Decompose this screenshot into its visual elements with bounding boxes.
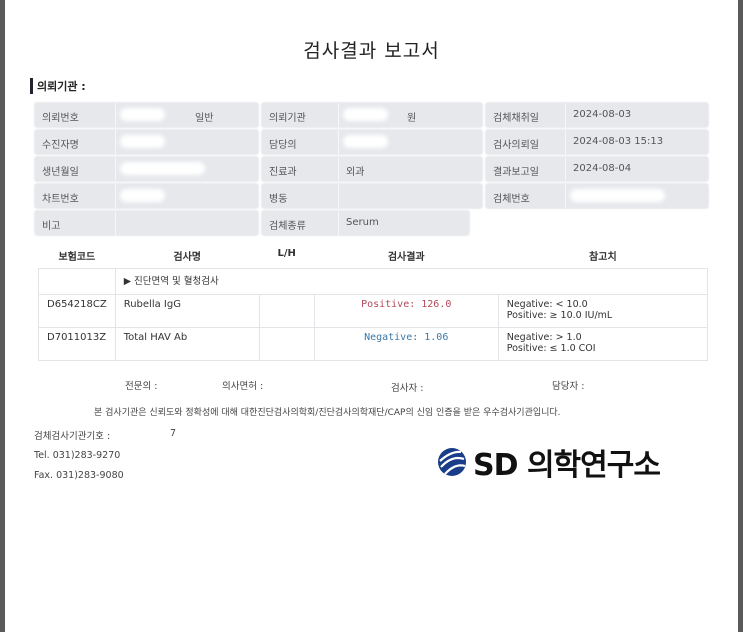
field-label: 결과보고일 bbox=[493, 167, 539, 178]
field-label: 검체종류 bbox=[269, 221, 306, 232]
col-code: 보험코드 bbox=[38, 244, 116, 269]
divider bbox=[338, 103, 339, 127]
logo-text: SD 의학연구소 bbox=[473, 448, 661, 483]
field-c3-0: 검체채취일 2024-08-03 bbox=[486, 103, 708, 127]
code: D654218CZ bbox=[38, 294, 116, 328]
result: Positive: 126.0 bbox=[313, 294, 499, 328]
redacted-value bbox=[343, 108, 388, 121]
field-label: 검체채취일 bbox=[493, 113, 539, 124]
field-c3-3: 검체번호 bbox=[486, 184, 708, 208]
redacted-value bbox=[343, 135, 388, 148]
field-label: 생년월일 bbox=[42, 167, 79, 178]
field-label: 의뢰번호 bbox=[42, 113, 79, 124]
field-c2-4: 검체종류 Serum bbox=[262, 211, 469, 235]
field-value: 2024-08-03 bbox=[573, 109, 632, 120]
results-table: 보험코드 검사명 L/H 검사결과 참고치 ▶ 진단면역 및 혈청검사 D654… bbox=[38, 244, 709, 361]
agency-code-value: 7 bbox=[170, 428, 177, 439]
field-extra: 원 bbox=[407, 113, 417, 124]
field-c3-2: 결과보고일 2024-08-04 bbox=[486, 157, 708, 181]
redacted-value bbox=[120, 108, 165, 121]
field-extra: 일반 bbox=[195, 113, 214, 124]
specialist-label: 전문의 : bbox=[125, 381, 158, 392]
field-c2-1: 담당의 bbox=[262, 130, 482, 154]
tel: Tel. 031)283-9270 bbox=[34, 450, 121, 461]
field-c2-3: 병동 bbox=[262, 184, 482, 208]
ref-negative: Negative: < 10.0 bbox=[506, 299, 588, 310]
divider bbox=[115, 157, 116, 181]
field-label: 의뢰기관 bbox=[269, 113, 306, 124]
divider bbox=[115, 211, 116, 235]
divider bbox=[338, 157, 339, 181]
field-label: 검체번호 bbox=[493, 194, 530, 205]
field-c1-3: 차트번호 bbox=[35, 184, 258, 208]
field-label: 차트번호 bbox=[42, 194, 79, 205]
redacted-value bbox=[120, 189, 165, 202]
tester-label: 검사자 : bbox=[391, 383, 424, 394]
divider bbox=[115, 103, 116, 127]
field-c2-2: 진료과 외과 bbox=[262, 157, 482, 181]
field-label: 담당의 bbox=[269, 140, 297, 151]
field-c2-0: 의뢰기관 원 bbox=[262, 103, 482, 127]
redacted-value bbox=[570, 189, 665, 202]
divider bbox=[565, 157, 566, 181]
redacted-value bbox=[120, 135, 165, 148]
field-value: 2024-08-03 15:13 bbox=[573, 136, 664, 147]
redacted-value bbox=[120, 162, 205, 175]
field-c1-0: 의뢰번호 일반 bbox=[35, 103, 258, 127]
table-header: 보험코드 검사명 L/H 검사결과 참고치 bbox=[38, 244, 708, 269]
field-c1-1: 수진자명 bbox=[35, 130, 258, 154]
divider bbox=[115, 184, 116, 208]
col-ref: 참고치 bbox=[498, 244, 708, 269]
ref-positive: Positive: ≥ 10.0 IU/mL bbox=[506, 310, 613, 321]
divider bbox=[565, 103, 566, 127]
field-c3-1: 검사의뢰일 2024-08-03 15:13 bbox=[486, 130, 708, 154]
fax: Fax. 031)283-9080 bbox=[34, 470, 124, 481]
report-title: 검사결과 보고서 bbox=[303, 40, 440, 62]
divider bbox=[338, 211, 339, 235]
field-label: 병동 bbox=[269, 194, 288, 205]
divider bbox=[115, 130, 116, 154]
ref-positive: Positive: ≤ 1.0 COI bbox=[506, 343, 596, 354]
test-name: Rubella IgG bbox=[114, 294, 260, 328]
category-row: ▶ 진단면역 및 혈청검사 bbox=[38, 268, 709, 295]
certification-text: 본 검사기관은 신뢰도와 정확성에 대해 대한진단검사의학회/진단검사의학재단/… bbox=[94, 408, 561, 418]
lh bbox=[258, 294, 315, 328]
result: Negative: 1.06 bbox=[313, 327, 499, 361]
sd-logo: SD 의학연구소 bbox=[437, 440, 661, 484]
divider bbox=[565, 184, 566, 208]
col-result: 검사결과 bbox=[314, 244, 499, 269]
field-c1-2: 생년월일 bbox=[35, 157, 258, 181]
field-label: 검사의뢰일 bbox=[493, 140, 539, 151]
license-label: 의사면허 : bbox=[222, 381, 264, 392]
institution-label: 의뢰기관 : bbox=[30, 78, 86, 94]
agency-code-label: 검체검사기관기호 : bbox=[34, 431, 111, 442]
ref-negative: Negative: > 1.0 bbox=[506, 332, 582, 343]
table-row: D7011013Z Total HAV Ab Negative: 1.06 Ne… bbox=[38, 327, 709, 361]
divider bbox=[565, 130, 566, 154]
manager-label: 담당자 : bbox=[552, 381, 585, 392]
field-c1-4: 비고 bbox=[35, 211, 258, 235]
field-label: 진료과 bbox=[269, 167, 297, 178]
field-value: Serum bbox=[346, 217, 379, 228]
lh bbox=[258, 327, 315, 361]
field-label: 수진자명 bbox=[42, 140, 79, 151]
globe-icon bbox=[438, 448, 466, 476]
col-name: 검사명 bbox=[115, 244, 260, 269]
field-label: 비고 bbox=[42, 221, 61, 232]
divider bbox=[338, 184, 339, 208]
test-name: Total HAV Ab bbox=[114, 327, 260, 361]
divider bbox=[338, 130, 339, 154]
field-value: 외과 bbox=[346, 167, 365, 178]
category-label: ▶ 진단면역 및 혈청검사 bbox=[114, 268, 709, 295]
table-row: D654218CZ Rubella IgG Positive: 126.0 Ne… bbox=[38, 294, 709, 328]
code: D7011013Z bbox=[38, 327, 116, 361]
field-value: 2024-08-04 bbox=[573, 163, 632, 174]
col-lh: L/H bbox=[259, 244, 315, 269]
